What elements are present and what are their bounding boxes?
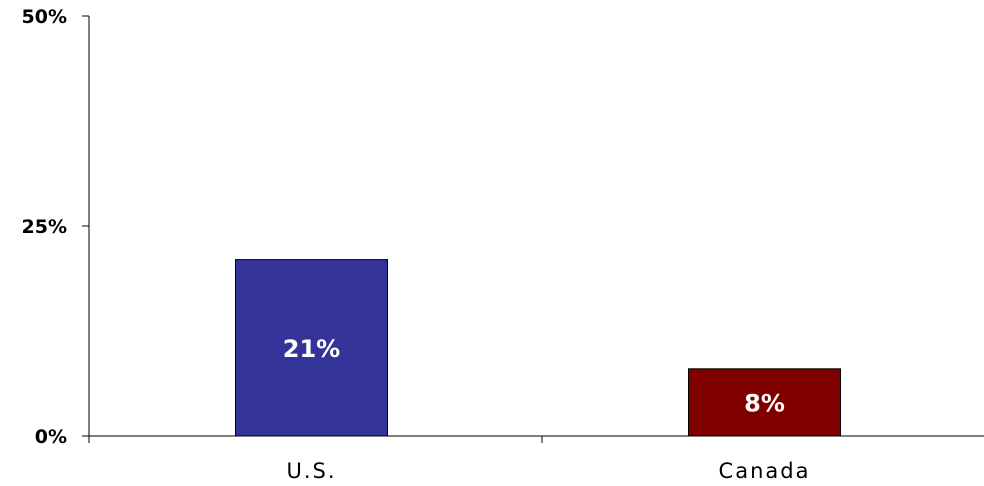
x-ticks: U.S. Canada bbox=[88, 436, 811, 483]
y-ticks: 0% 25% 50% bbox=[22, 6, 89, 448]
bar-u-s bbox=[235, 259, 388, 437]
y-axis: 0% 25% 50% bbox=[22, 6, 90, 448]
x-axis: U.S. Canada bbox=[88, 435, 984, 483]
y-tick-label: 50% bbox=[22, 6, 67, 28]
bars: 21% 8% bbox=[235, 259, 841, 437]
bar-data-label: 8% bbox=[744, 389, 785, 417]
x-category-label: U.S. bbox=[286, 459, 336, 483]
y-tick-label: 0% bbox=[35, 426, 67, 448]
bar-canada bbox=[688, 368, 841, 437]
y-tick-label: 25% bbox=[22, 216, 67, 238]
x-category-label: Canada bbox=[719, 459, 811, 483]
bar-data-label: 21% bbox=[283, 335, 340, 363]
